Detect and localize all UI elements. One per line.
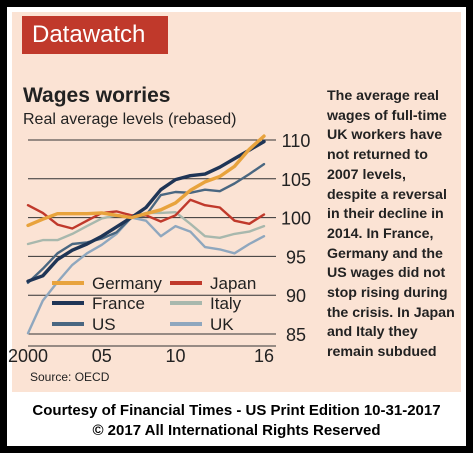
legend-label-us: US xyxy=(92,315,116,334)
series-line-germany xyxy=(26,134,266,228)
y-tick-label: 95 xyxy=(286,247,306,267)
banner-label: Datawatch xyxy=(32,21,146,48)
section-banner: Datawatch xyxy=(22,16,168,54)
series-line-uk xyxy=(26,216,266,335)
y-tick-labels: 85 90 95 100 105 110 xyxy=(281,131,311,345)
footer-credit: Courtesy of Financial Times - US Print E… xyxy=(32,402,441,419)
gridlines xyxy=(28,139,276,347)
x-tick-label: 05 xyxy=(92,346,112,366)
y-tick-label: 110 xyxy=(282,131,311,151)
y-tick-label: 90 xyxy=(286,286,306,306)
y-tick-label: 105 xyxy=(281,170,311,190)
article-panel xyxy=(12,12,461,392)
x-tick-label: 10 xyxy=(165,346,185,366)
legend-label-germany: Germany xyxy=(92,274,162,293)
legend-label-france: France xyxy=(92,294,145,313)
x-tick-label: 16 xyxy=(254,346,274,366)
series-lines xyxy=(26,134,266,335)
chart-title: Wages worries xyxy=(23,84,171,107)
chart-subtitle: Real average levels (rebased) xyxy=(23,111,237,128)
series-line-france xyxy=(26,139,266,283)
x-tick-label: 2000 xyxy=(8,346,48,366)
y-tick-label: 100 xyxy=(281,209,311,229)
source-note: Source: OECD xyxy=(30,370,110,384)
side-note-text: The average real wages of full-time UK w… xyxy=(327,88,455,361)
y-tick-label: 85 xyxy=(286,325,306,345)
footer-copyright: © 2017 All International Rights Reserved xyxy=(92,422,381,439)
x-tick-labels: 2000 05 10 16 xyxy=(8,346,274,366)
legend-label-italy: Italy xyxy=(210,294,242,313)
legend: Germany Japan France Italy US UK xyxy=(52,274,256,334)
series-line-us xyxy=(26,162,266,284)
legend-label-japan: Japan xyxy=(210,274,256,293)
legend-label-uk: UK xyxy=(210,315,234,334)
